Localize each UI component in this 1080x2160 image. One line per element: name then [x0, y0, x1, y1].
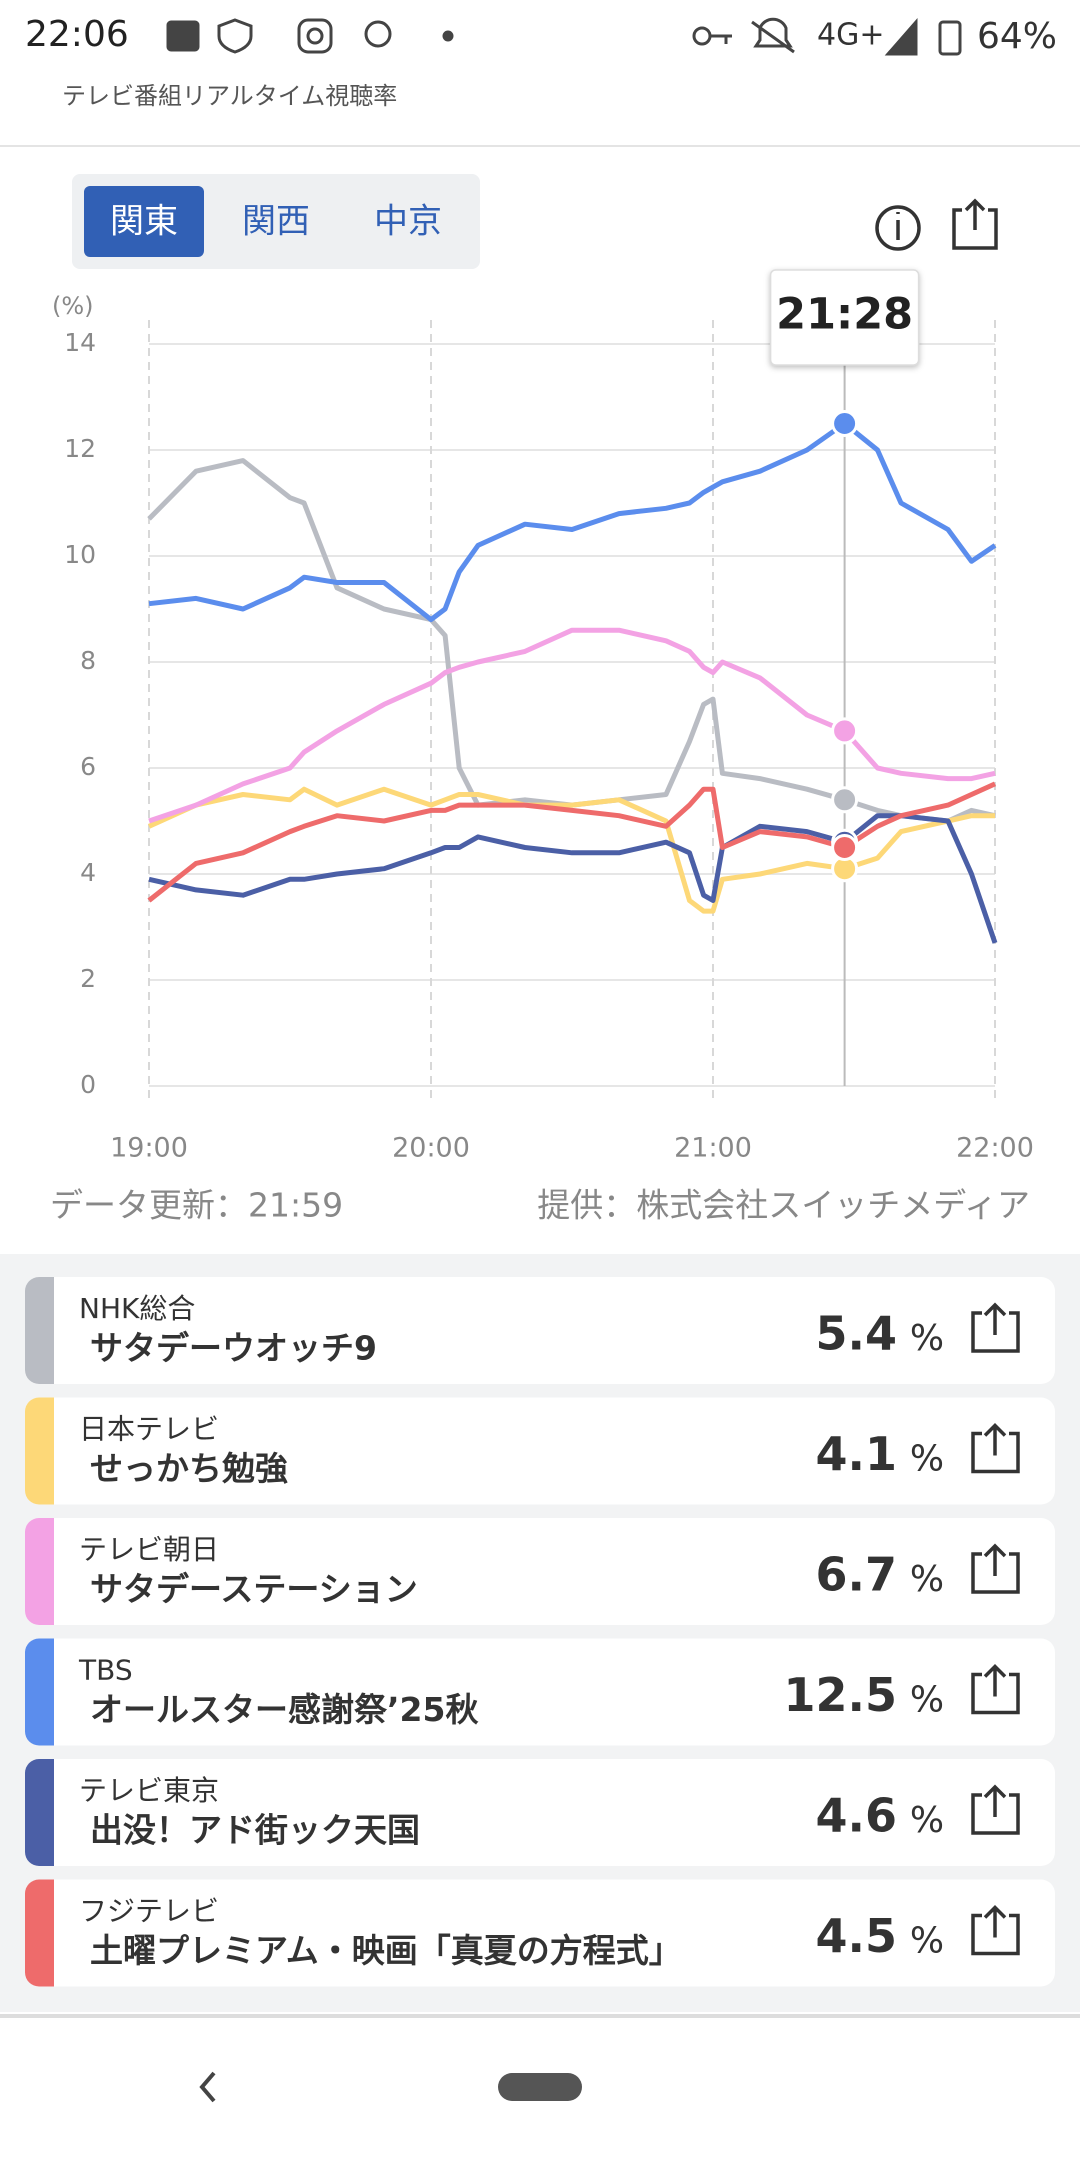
program-name: サタデーウオッチ9: [90, 1329, 377, 1368]
x-tick-label: 19:00: [110, 1133, 188, 1164]
y-tick-label: 0: [80, 1070, 96, 1099]
series-line: [147, 781, 997, 903]
y-tick-label: 10: [64, 540, 96, 569]
rating-value: 12.5: [784, 1668, 898, 1722]
y-tick-label: 8: [80, 646, 96, 675]
share-button[interactable]: [971, 1302, 1020, 1353]
series-line: [148, 421, 997, 623]
rating-unit: %: [910, 1559, 944, 1600]
y-tick-label: 6: [80, 752, 96, 781]
rating-value: 5.4: [816, 1307, 898, 1361]
channel-name: NHK総合: [79, 1292, 195, 1325]
y-tick-label: 2: [80, 964, 96, 993]
channel-name: テレビ朝日: [79, 1533, 219, 1566]
status-icons: [166, 17, 962, 56]
share-button[interactable]: [971, 1784, 1020, 1835]
channel-name: フジテレビ: [79, 1895, 219, 1928]
rating-unit: %: [910, 1800, 944, 1841]
header-subtitle: テレビ番組リアルタイム視聴率: [62, 82, 397, 110]
channel-name: TBS: [78, 1654, 133, 1687]
card[interactable]: [25, 1759, 1055, 1866]
card[interactable]: [25, 1879, 1055, 1987]
highlight-dot: [831, 834, 859, 861]
rating-unit: %: [910, 1921, 944, 1962]
highlight-dot: [831, 786, 859, 814]
channel-name: テレビ東京: [79, 1774, 219, 1807]
series-line: [148, 627, 996, 824]
tab[interactable]: 関西: [242, 202, 310, 242]
status-time: 22:06: [25, 14, 129, 55]
rating-value: 4.1: [816, 1427, 898, 1481]
nav-home[interactable]: [498, 2073, 582, 2101]
program-name: せっかち勉強: [90, 1449, 288, 1488]
rating-value: 4.6: [816, 1789, 898, 1843]
chart-tools[interactable]: [875, 198, 998, 251]
card-color-band: [25, 1397, 54, 1505]
channel-name: 日本テレビ: [79, 1413, 219, 1446]
update-time: データ更新：21:59: [50, 1186, 343, 1225]
share-button[interactable]: [971, 1664, 1020, 1715]
y-axis-label: (%): [52, 292, 94, 320]
card[interactable]: [25, 1518, 1055, 1625]
x-tick-label: 21:00: [674, 1133, 752, 1164]
rating-value: 4.5: [816, 1909, 898, 1963]
rating-unit: %: [910, 1318, 944, 1359]
card[interactable]: [25, 1638, 1055, 1746]
program-name: オールスター感謝祭’25秋: [90, 1690, 478, 1729]
y-tick-label: 4: [80, 858, 96, 887]
program-name: 出没！アド街ック天国: [90, 1811, 420, 1850]
tab[interactable]: 関東: [110, 202, 178, 242]
source: 提供：株式会社スイッチメディア: [537, 1186, 1030, 1225]
tab[interactable]: 中京: [374, 202, 442, 242]
rating-unit: %: [910, 1680, 944, 1721]
card-color-band: [25, 1518, 54, 1625]
tab-active: [84, 186, 204, 257]
tooltip-time: 21:28: [776, 290, 913, 340]
highlight-dot: [831, 410, 859, 437]
share-button[interactable]: [971, 1423, 1020, 1474]
status-battery: 64%: [977, 16, 1057, 57]
card-color-band: [25, 1759, 54, 1866]
status-network: 4G+: [817, 18, 884, 53]
y-tick-label: 12: [64, 434, 96, 463]
share-button[interactable]: [971, 1905, 1020, 1956]
x-tick-label: 20:00: [392, 1133, 470, 1164]
card-color-band: [25, 1638, 54, 1746]
series-line: [147, 786, 995, 914]
card-color-band: [25, 1277, 54, 1384]
highlight-dot: [831, 717, 859, 745]
program-name: 土曜プレミアム・映画「真夏の方程式」: [90, 1931, 682, 1970]
tooltip-box: [769, 269, 920, 366]
nav-back[interactable]: [199, 2071, 216, 2103]
rating-value: 6.7: [816, 1548, 898, 1602]
card[interactable]: [25, 1397, 1055, 1505]
series-line: [148, 813, 998, 944]
card-color-band: [25, 1879, 54, 1987]
share-button[interactable]: [971, 1543, 1020, 1594]
y-tick-label: 14: [64, 328, 96, 357]
program-name: サタデーステーション: [90, 1570, 418, 1609]
rating-unit: %: [910, 1439, 944, 1480]
chart: (%) 0 2 4 6 8 10 12 14 19:00 20:00 21:00 22:00 21:28: [52, 269, 1034, 1164]
card[interactable]: [25, 1277, 1055, 1384]
x-tick-label: 22:00: [956, 1133, 1034, 1164]
